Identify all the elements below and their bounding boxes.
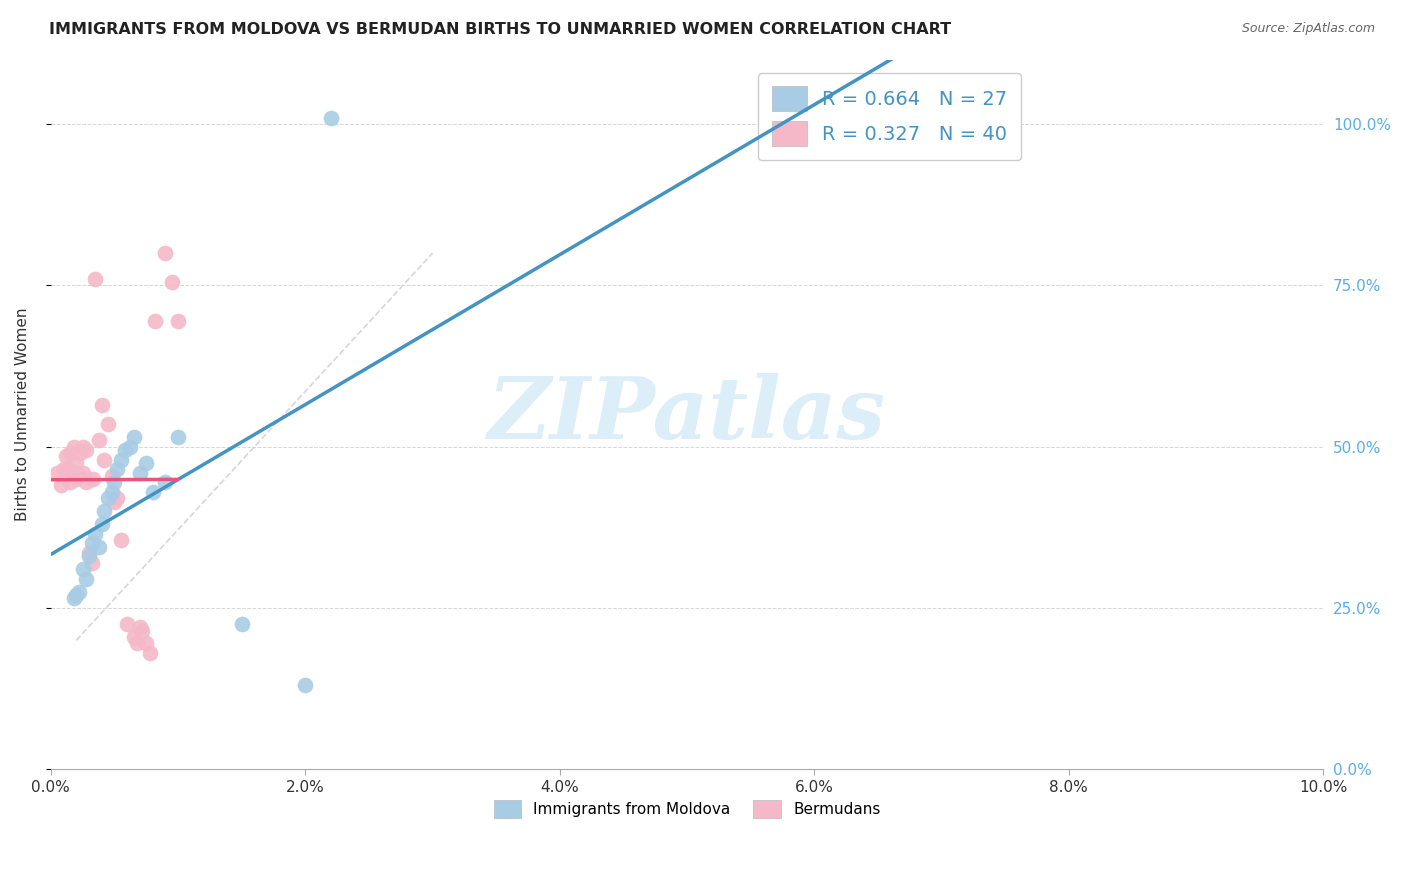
Point (135, 456, 157, 470)
Point (49, 478, 72, 492)
Point (65, 456, 87, 470)
Point (131, 624, 153, 638)
Point (97, 417, 120, 431)
Point (65, 472, 87, 486)
Point (103, 494, 125, 508)
Point (82, 472, 104, 486)
Text: Source: ZipAtlas.com: Source: ZipAtlas.com (1241, 22, 1375, 36)
Point (101, 484, 124, 499)
Point (114, 442, 136, 457)
Point (122, 430, 145, 444)
Point (115, 617, 138, 632)
Point (129, 620, 152, 634)
Point (89, 434, 111, 448)
Point (155, 475, 177, 490)
Point (90, 517, 112, 532)
Point (75, 572, 97, 586)
Point (135, 636, 157, 650)
Point (105, 491, 128, 506)
Point (84, 526, 107, 541)
Point (80, 536, 103, 550)
Point (52, 462, 75, 476)
Point (72, 466, 94, 480)
Point (77, 549, 100, 564)
Y-axis label: Births to Unmarried Women: Births to Unmarried Women (15, 308, 30, 521)
Point (167, 314, 190, 328)
Point (59, 475, 82, 490)
Point (89, 540, 111, 554)
Point (231, 617, 253, 632)
Point (67, 468, 90, 483)
Point (69, 446, 91, 460)
Point (127, 636, 149, 650)
Point (155, 246, 177, 260)
Point (93, 504, 115, 518)
Point (139, 646, 162, 660)
Point (105, 462, 128, 476)
Point (110, 452, 132, 467)
Point (72, 440, 94, 454)
Point (319, 111, 342, 125)
Point (65, 588, 87, 602)
Point (46, 466, 69, 480)
Text: ZIPatlas: ZIPatlas (488, 373, 886, 456)
Point (75, 475, 97, 490)
Point (294, 678, 316, 692)
Point (90, 398, 112, 412)
Point (110, 533, 132, 548)
Point (160, 275, 183, 289)
Point (59, 446, 82, 460)
Point (118, 440, 141, 454)
Point (97, 491, 120, 506)
Point (129, 466, 152, 480)
Point (122, 630, 145, 644)
Point (77, 546, 100, 560)
Point (62, 440, 84, 454)
Point (75, 442, 97, 457)
Point (80, 556, 103, 570)
Point (143, 314, 166, 328)
Point (72, 562, 94, 576)
Legend: Immigrants from Moldova, Bermudans: Immigrants from Moldova, Bermudans (486, 793, 889, 825)
Point (55, 450, 77, 464)
Point (84, 272, 107, 286)
Point (103, 475, 125, 490)
Point (56, 462, 79, 476)
Point (62, 466, 84, 480)
Point (67, 585, 90, 599)
Text: IMMIGRANTS FROM MOLDOVA VS BERMUDAN BIRTHS TO UNMARRIED WOMEN CORRELATION CHART: IMMIGRANTS FROM MOLDOVA VS BERMUDAN BIRT… (49, 22, 952, 37)
Point (167, 430, 190, 444)
Point (93, 452, 115, 467)
Point (142, 484, 165, 499)
Point (62, 591, 84, 606)
Point (101, 468, 124, 483)
